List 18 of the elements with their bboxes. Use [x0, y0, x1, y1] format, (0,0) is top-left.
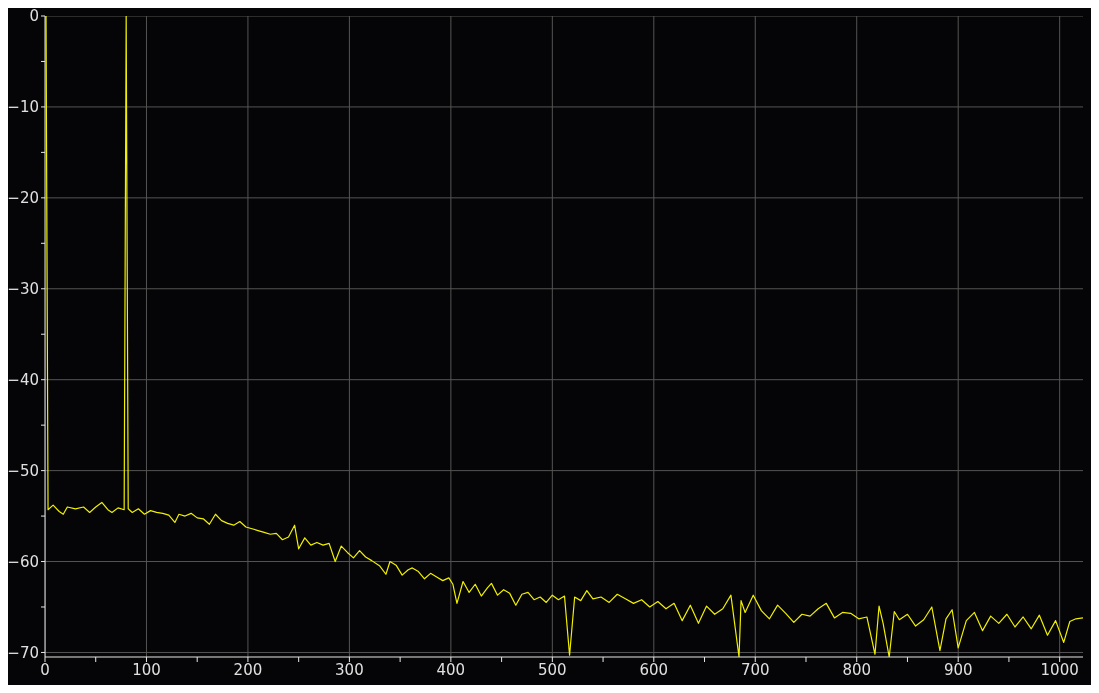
y-tick-label: −50 — [7, 461, 39, 480]
x-tick-label: 800 — [842, 660, 872, 679]
y-tick-label: −70 — [7, 643, 39, 662]
y-tick-label: −10 — [7, 98, 39, 117]
x-tick-label: 600 — [639, 660, 669, 679]
x-tick-label: 400 — [436, 660, 466, 679]
y-tick-label: −20 — [7, 189, 39, 208]
x-tick-label: 700 — [740, 660, 770, 679]
y-tick-label: −60 — [7, 552, 39, 571]
x-tick-label: 500 — [538, 660, 567, 679]
x-tick-label: 300 — [335, 660, 364, 679]
x-tick-label: 900 — [943, 660, 973, 679]
y-tick-label: −30 — [7, 280, 39, 299]
x-tick-label: 200 — [233, 660, 263, 679]
x-tick-label: 100 — [132, 660, 161, 679]
y-tick-label: 0 — [29, 7, 39, 26]
x-tick-label: 1000 — [1040, 660, 1079, 679]
y-tick-label: −40 — [7, 371, 39, 390]
